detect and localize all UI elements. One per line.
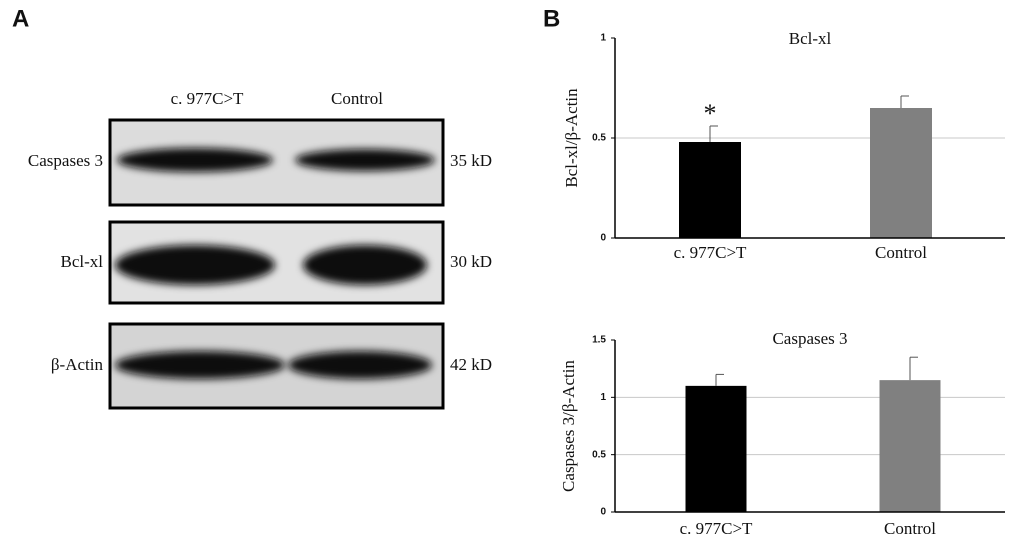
x-tick-label: c. 977C>T [680,519,753,538]
y-axis-label: Caspases 3/β-Actin [559,360,578,492]
blot-column: c. 977C>T [171,89,244,108]
blot-column: Control [331,89,383,108]
blot-size: 35 kD [450,151,492,170]
chart-title: Bcl-xl [789,29,832,48]
blot-row-label: Bcl-xl [61,252,104,271]
blot-image [108,118,445,410]
blot-size: 30 kD [450,252,492,271]
bar [685,385,747,512]
y-tick-label: 1 [600,33,606,44]
bar [870,108,932,238]
y-tick-label: 1.5 [592,335,606,346]
x-tick-label: c. 977C>T [674,243,747,262]
y-axis-label: Bcl-xl/β-Actin [562,88,581,188]
panel-label: A [12,5,29,32]
blot-row-label: Caspases 3 [28,151,103,170]
y-tick-label: 0 [600,233,606,244]
bar [879,380,941,512]
y-tick-label: 0 [600,507,606,518]
significance-marker: * [704,99,717,128]
chart-title: Caspases 3 [772,329,847,348]
blot-row-label: β-Actin [51,355,104,374]
x-tick-label: Control [875,243,927,262]
y-tick-label: 0.5 [592,133,606,144]
y-tick-label: 1 [600,392,606,403]
blot-size: 42 kD [450,355,492,374]
y-tick-label: 0.5 [592,449,606,460]
panel-label: B [543,5,560,32]
x-tick-label: Control [884,519,936,538]
bar [679,142,741,238]
